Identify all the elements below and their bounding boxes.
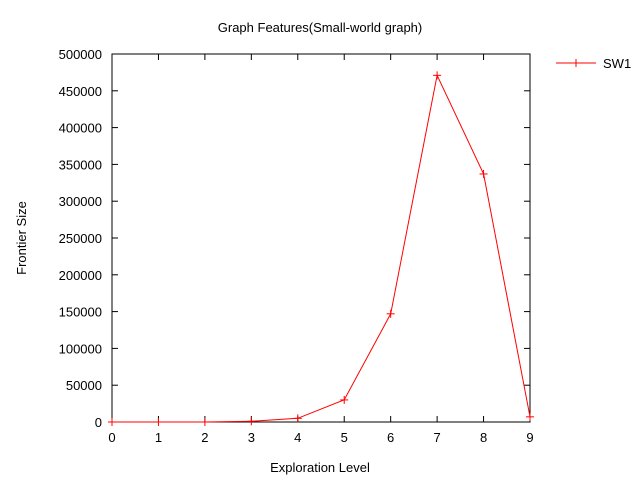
data-point (247, 417, 256, 426)
y-tick-label: 200000 (59, 268, 102, 283)
x-tick-label: 4 (294, 430, 301, 445)
data-point (526, 412, 534, 421)
data-point (433, 71, 442, 80)
y-tick-label: 150000 (59, 305, 102, 320)
x-tick-label: 0 (108, 430, 115, 445)
data-point (108, 418, 116, 426)
data-point (479, 169, 488, 178)
y-tick-label: 450000 (59, 84, 102, 99)
x-tick-label: 5 (341, 430, 348, 445)
y-tick-label: 400000 (59, 121, 102, 136)
x-tick-label: 1 (155, 430, 162, 445)
x-axis-label: Exploration Level (270, 460, 370, 475)
y-tick-label: 500000 (59, 47, 102, 62)
data-point (200, 418, 209, 426)
data-point (340, 395, 349, 404)
series-line (112, 73, 531, 423)
y-tick-label: 100000 (59, 341, 102, 356)
x-tick-label: 3 (248, 430, 255, 445)
y-tick-label: 50000 (66, 378, 102, 393)
x-tick-label: 8 (480, 430, 487, 445)
x-tick-label: 9 (526, 430, 533, 445)
y-tick-label: 0 (95, 415, 102, 430)
series-layer (108, 71, 534, 426)
legend: SW1 (556, 56, 631, 71)
plot-frame (111, 53, 531, 423)
data-point (154, 418, 163, 426)
x-tick-label: 6 (387, 430, 394, 445)
data-point (293, 414, 302, 423)
chart-title: Graph Features(Small-world graph) (218, 20, 422, 35)
x-tick-label: 2 (201, 430, 208, 445)
y-axis-label: Frontier Size (14, 201, 29, 275)
y-tick-label: 300000 (59, 194, 102, 209)
x-tick-label: 7 (433, 430, 440, 445)
data-point (386, 309, 395, 318)
y-tick-label: 250000 (59, 231, 102, 246)
y-tick-label: 350000 (59, 157, 102, 172)
legend-label: SW1 (603, 56, 631, 71)
axis-ticks: 0 1 2 3 4 5 6 7 8 9 0 50000 100000 150000 200000 250000… (59, 47, 534, 445)
